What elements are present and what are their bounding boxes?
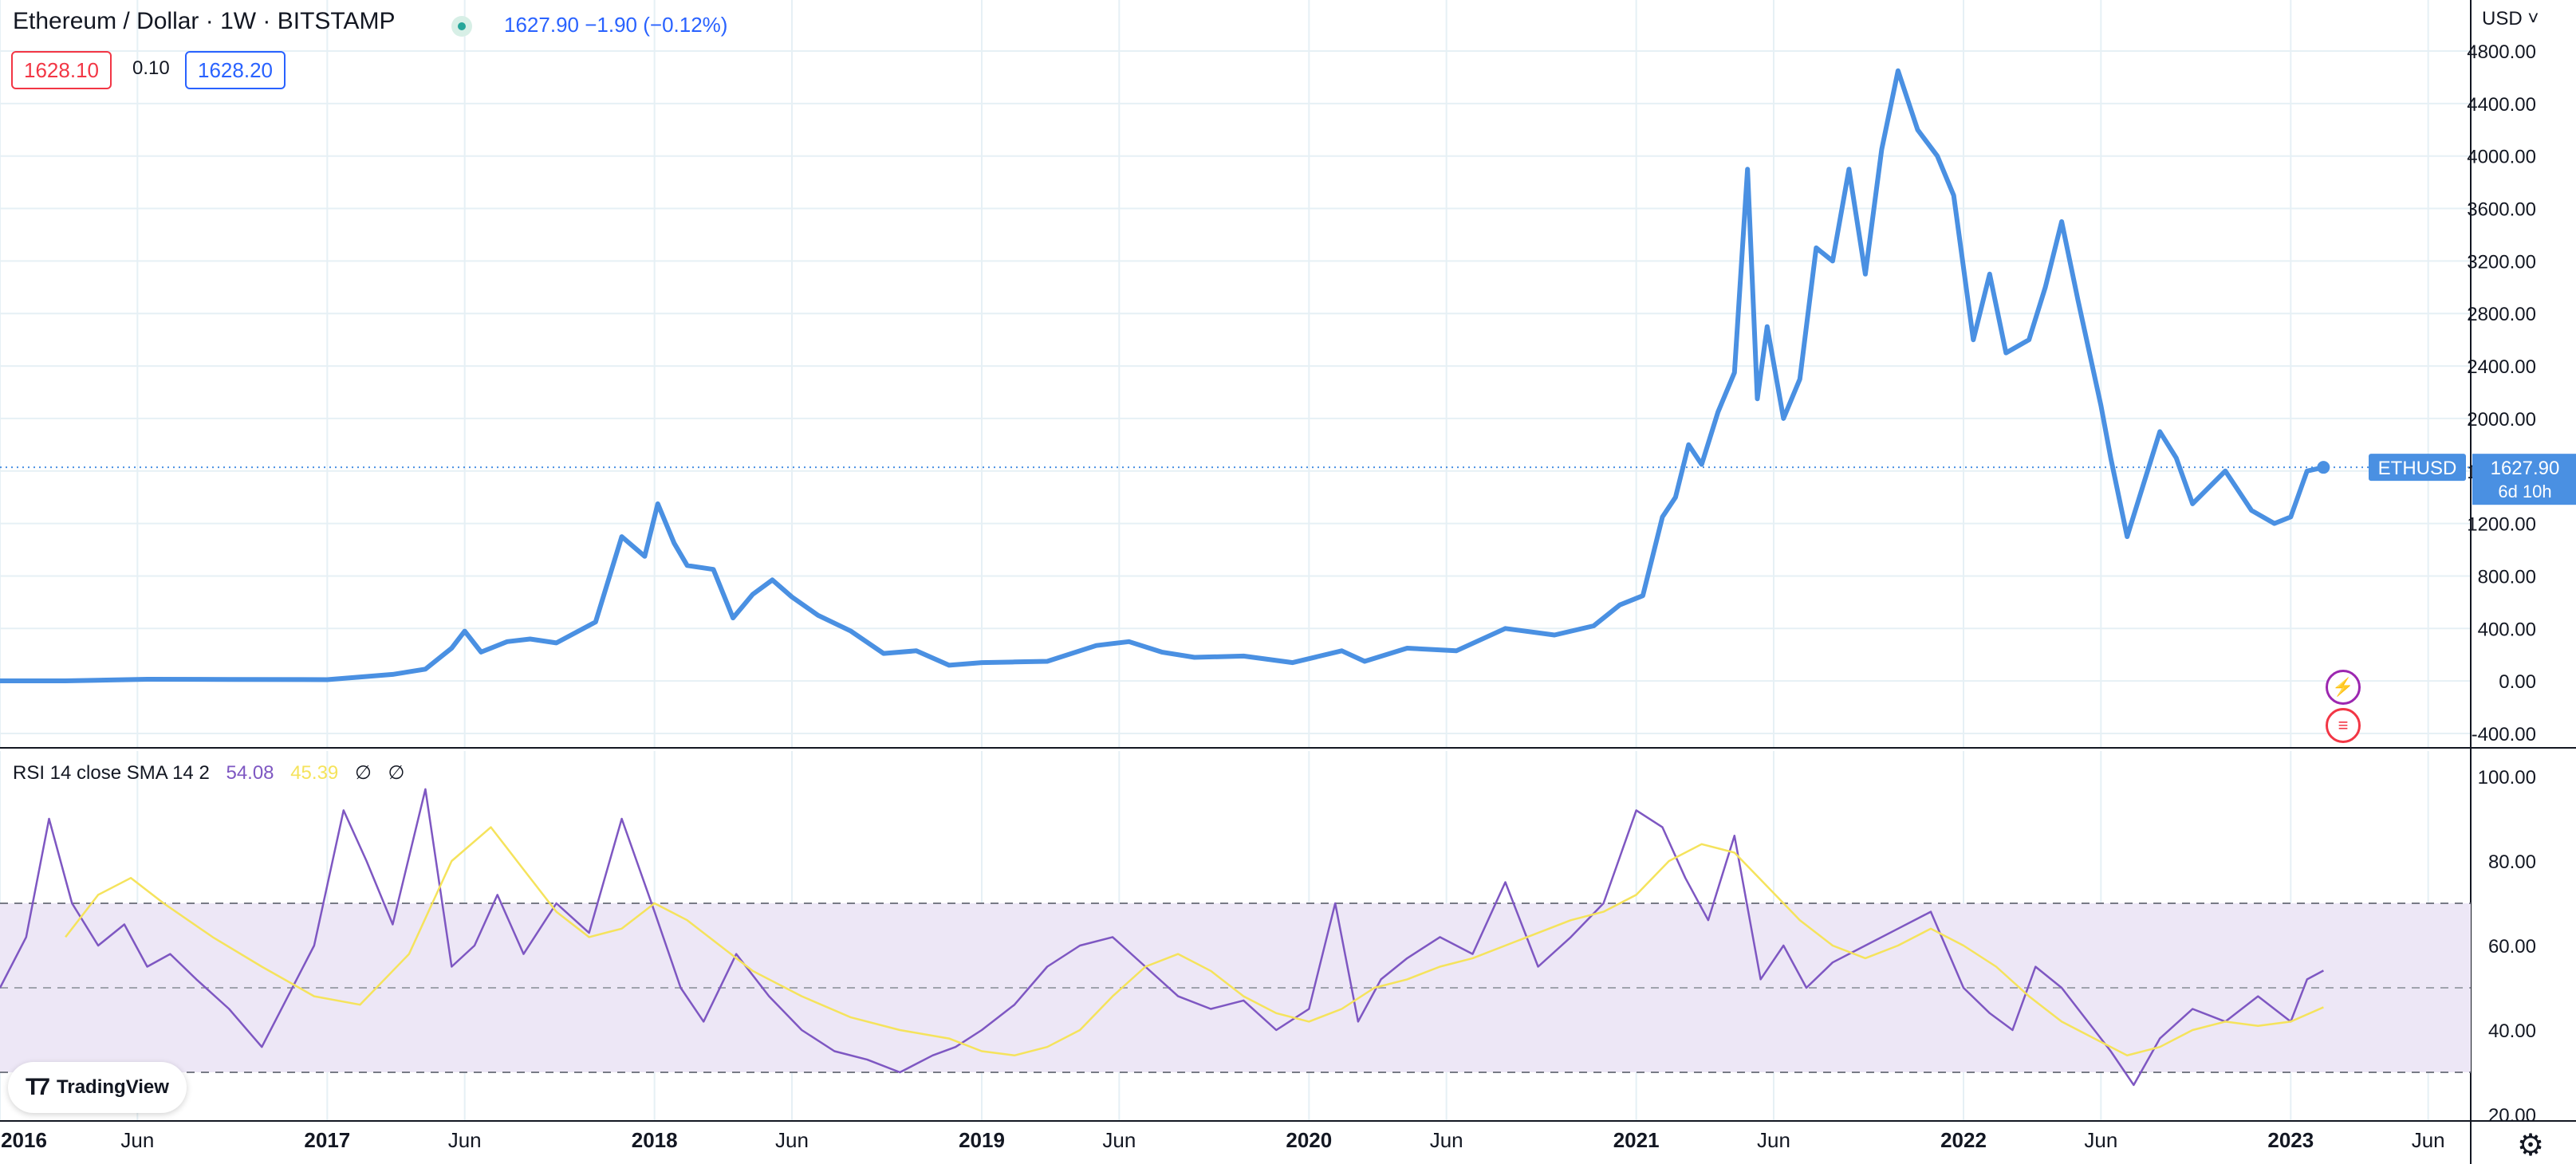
time-axis-tick-label: Jun <box>448 1128 482 1152</box>
time-axis-tick-label: 2016 <box>1 1128 47 1152</box>
rsi-axis-tick-label: 40.00 <box>2488 1020 2536 1042</box>
time-axis-tick-label: Jun <box>1102 1128 1136 1152</box>
rsi-axis-tick-label: 20.00 <box>2488 1105 2536 1127</box>
price-change: −1.90 (−0.12%) <box>585 13 728 37</box>
time-axis-tick-label: Jun <box>1757 1128 1790 1152</box>
time-axis-tick-label: Jun <box>2084 1128 2117 1152</box>
tradingview-logo[interactable]: T7 TradingView <box>8 1062 187 1113</box>
price-axis-tick-label: -400.00 <box>2472 724 2536 745</box>
price-axis-tick-label: 3200.00 <box>2467 251 2536 273</box>
buy-price-button[interactable]: 1628.20 <box>185 51 286 89</box>
time-axis-tick-label: 2017 <box>304 1128 350 1152</box>
price-axis-tick-label: 400.00 <box>2478 619 2536 640</box>
rsi-series-line <box>0 788 2324 1087</box>
price-axis-tick-label: 1200.00 <box>2467 514 2536 536</box>
currency-label: USD <box>2482 8 2523 29</box>
rsi-axis-tick-label: 60.00 <box>2488 936 2536 958</box>
price-axis-tick-label: 3600.00 <box>2467 199 2536 221</box>
spread-value: 0.10 <box>132 57 170 79</box>
time-axis-tick-label: Jun <box>2412 1128 2445 1152</box>
time-axis-tick-label: 2020 <box>1286 1128 1332 1152</box>
chevron-down-icon: ˅ <box>2522 8 2539 29</box>
price-tag-value: 1627.90 <box>2491 458 2560 479</box>
rsi-sma-series-line <box>65 826 2324 1057</box>
sell-price-button[interactable]: 1628.10 <box>11 51 112 89</box>
gear-icon[interactable]: ⚙ <box>2517 1129 2545 1162</box>
time-axis-tick-label: 2021 <box>1613 1128 1660 1152</box>
time-axis-tick-label: Jun <box>775 1128 809 1152</box>
price-axis-tick-label: 4800.00 <box>2467 41 2536 63</box>
rsi-legend[interactable]: RSI 14 close SMA 14 2 54.08 45.39 ∅ ∅ <box>13 761 404 785</box>
price-axis-tick-label: 2000.00 <box>2467 409 2536 431</box>
rsi-value: 54.08 <box>226 762 274 784</box>
time-axis-tick-label: Jun <box>120 1128 154 1152</box>
tradingview-label: TradingView <box>57 1076 169 1098</box>
lightning-event-icon[interactable]: ⚡ <box>2326 670 2361 705</box>
tv-mark-icon: T7 <box>26 1074 50 1100</box>
price-axis-tick-label: 800.00 <box>2478 566 2536 588</box>
time-axis-tick-label: 2022 <box>1940 1128 1987 1152</box>
us-flag-event-icon[interactable]: ≡ <box>2326 708 2361 743</box>
price-axis-tick-label: 2800.00 <box>2467 304 2536 325</box>
rsi-label: RSI 14 close SMA 14 2 <box>13 762 210 784</box>
rsi-axis-tick-label: 100.00 <box>2478 767 2536 788</box>
price-axis-tick-label: 4000.00 <box>2467 147 2536 168</box>
market-open-icon <box>451 16 472 37</box>
rsi-na-1: ∅ <box>354 762 372 784</box>
currency-selector[interactable]: USD ˅ <box>2482 8 2539 30</box>
price-axis-tick-label: 4400.00 <box>2467 94 2536 116</box>
symbol-title[interactable]: Ethereum / Dollar · 1W · BITSTAMP <box>13 8 396 34</box>
rsi-na-2: ∅ <box>388 762 405 784</box>
price-tag-bg <box>2472 454 2576 505</box>
last-quote: 1627.90 −1.90 (−0.12%) <box>504 13 727 37</box>
price-axis-tick-label: 0.00 <box>2499 671 2536 693</box>
rsi-axis-tick-label: 80.00 <box>2488 851 2536 873</box>
symbol-tag-label: ETHUSD <box>2378 458 2457 479</box>
time-axis-tick-label: 2019 <box>959 1128 1005 1152</box>
price-series-line <box>0 68 2326 683</box>
price-axis-tick-label: 2400.00 <box>2467 356 2536 378</box>
rsi-sma-value: 45.39 <box>290 762 339 784</box>
time-axis-tick-label: 2023 <box>2267 1128 2314 1152</box>
time-axis-tick-label: 2018 <box>632 1128 678 1152</box>
price-tag-countdown: 6d 10h <box>2498 482 2551 501</box>
time-axis-tick-label: Jun <box>1430 1128 1463 1152</box>
last-price: 1627.90 <box>504 13 579 37</box>
symbol-tag-bg <box>2369 454 2466 482</box>
last-price-point <box>2317 461 2330 474</box>
